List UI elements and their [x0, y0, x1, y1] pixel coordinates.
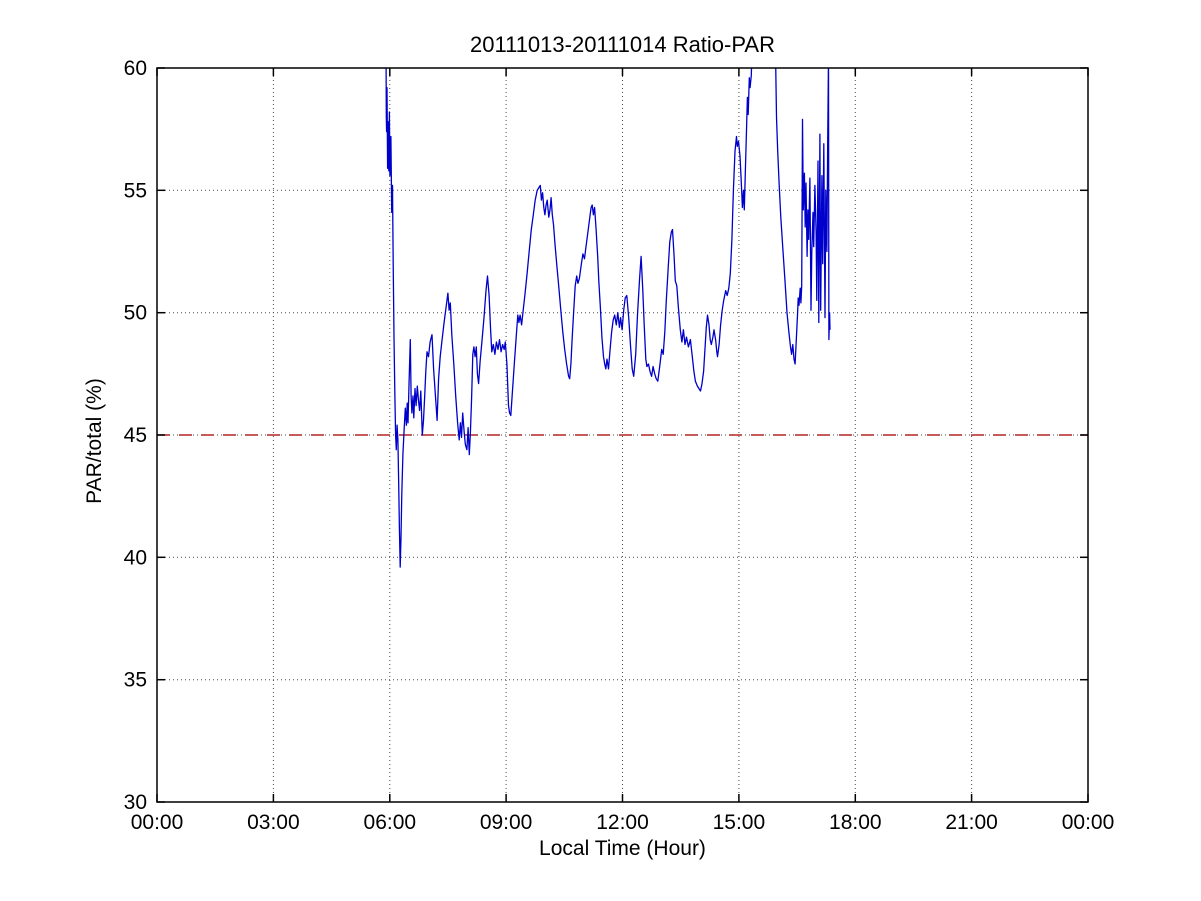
x-tick-label: 03:00 — [247, 811, 300, 834]
x-tick-label: 00:00 — [1062, 811, 1115, 834]
y-tick-label: 55 — [124, 179, 147, 202]
x-tick-label: 15:00 — [713, 811, 766, 834]
y-tick-label: 50 — [124, 302, 147, 325]
data-line — [385, 68, 831, 568]
x-tick-label: 18:00 — [829, 811, 882, 834]
x-tick-label: 06:00 — [364, 811, 417, 834]
y-tick-label: 35 — [124, 669, 147, 692]
x-tick-label: 12:00 — [596, 811, 649, 834]
x-tick-label: 21:00 — [945, 811, 998, 834]
x-tick-label: 00:00 — [131, 811, 184, 834]
x-tick-label: 09:00 — [480, 811, 533, 834]
y-tick-label: 60 — [124, 57, 147, 80]
x-axis-label: Local Time (Hour) — [539, 837, 706, 860]
y-tick-label: 40 — [124, 546, 147, 569]
y-tick-label: 45 — [124, 424, 147, 447]
y-tick-label: 30 — [124, 791, 147, 814]
chart-title: 20111013-20111014 Ratio-PAR — [470, 32, 775, 57]
